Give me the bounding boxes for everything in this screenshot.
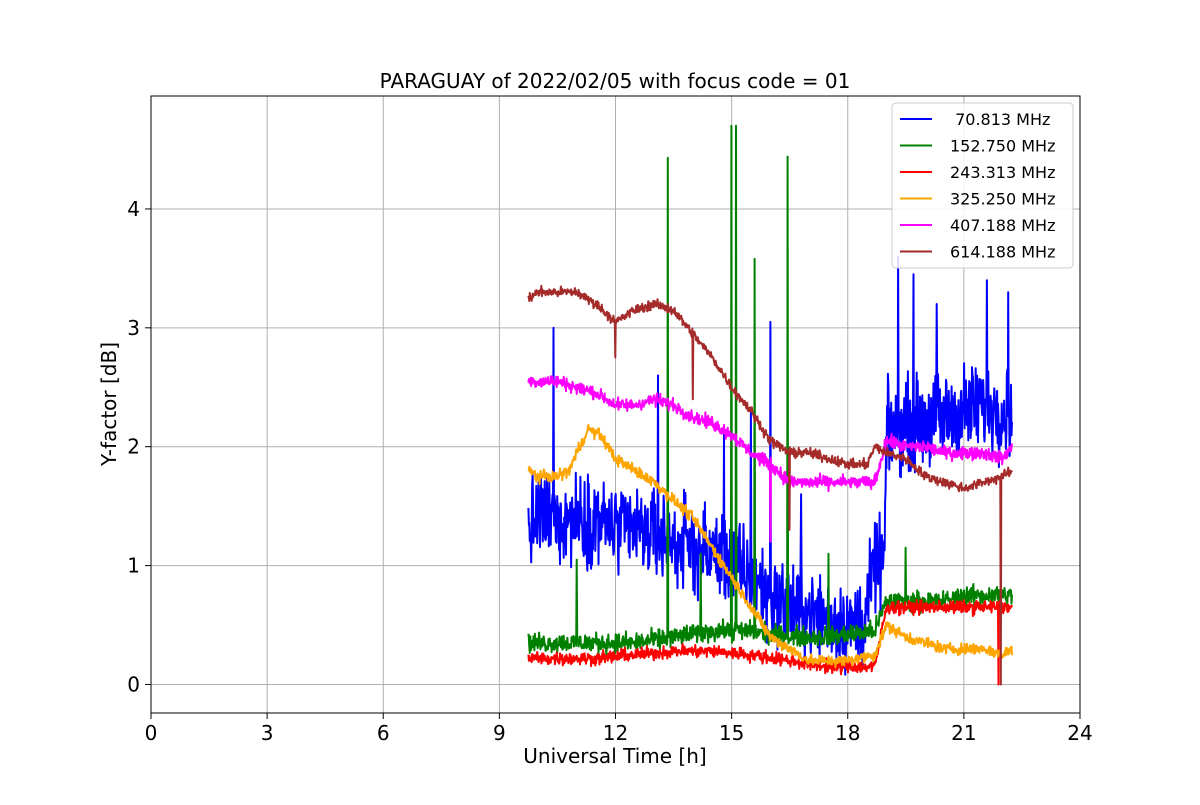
y-tick-label: 3 <box>127 316 140 340</box>
y-tick-label: 4 <box>127 197 140 221</box>
series-line-5 <box>527 284 1013 686</box>
x-tick-label: 24 <box>1067 721 1092 745</box>
series-line-2 <box>527 598 1013 686</box>
chart-title: PARAGUAY of 2022/02/05 with focus code =… <box>380 69 851 93</box>
series-layer <box>527 124 1013 686</box>
x-axis-label: Universal Time [h] <box>523 744 706 768</box>
x-tick-label: 12 <box>603 721 628 745</box>
x-tick-label: 6 <box>377 721 390 745</box>
y-tick-label: 1 <box>127 554 140 578</box>
y-axis-label: Y-factor [dB] <box>97 342 121 467</box>
legend-label: 70.813 MHz <box>950 110 1050 129</box>
series-line-4 <box>527 375 1013 543</box>
legend-label: 407.188 MHz <box>950 216 1055 235</box>
legend-label: 243.313 MHz <box>950 163 1055 182</box>
x-tick-label: 18 <box>835 721 860 745</box>
legend-label: 614.188 MHz <box>950 243 1055 262</box>
legend: 70.813 MHz 152.750 MHz 243.313 MHz 325.250 … <box>891 102 1074 269</box>
x-tick-label: 3 <box>261 721 274 745</box>
x-tick-label: 0 <box>145 721 158 745</box>
y-tick-label: 2 <box>127 435 140 459</box>
x-tick-label: 15 <box>719 721 744 745</box>
legend-label: 152.750 MHz <box>950 137 1055 156</box>
legend-box <box>891 102 1074 269</box>
legend-label: 325.250 MHz <box>950 190 1055 209</box>
x-tick-label: 21 <box>951 721 976 745</box>
series-line-3 <box>527 423 1013 669</box>
x-tick-label: 9 <box>493 721 506 745</box>
y-tick-label: 0 <box>127 672 140 696</box>
